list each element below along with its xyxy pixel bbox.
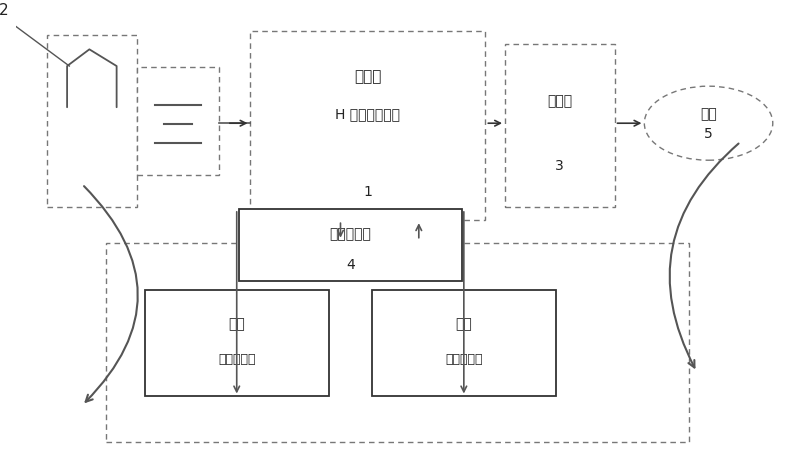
Text: 1: 1 bbox=[363, 185, 372, 199]
Text: 并网控制器: 并网控制器 bbox=[330, 227, 371, 241]
Bar bbox=[505, 44, 614, 207]
Text: 阶梯调制法: 阶梯调制法 bbox=[218, 353, 255, 366]
Bar bbox=[47, 35, 137, 207]
Circle shape bbox=[644, 86, 773, 160]
Bar bbox=[106, 243, 689, 442]
Text: 混合型: 混合型 bbox=[354, 69, 382, 83]
Bar bbox=[238, 209, 462, 281]
Text: 5: 5 bbox=[704, 127, 713, 142]
Text: 脉宽调制法: 脉宽调制法 bbox=[445, 353, 482, 366]
Text: 载波: 载波 bbox=[455, 317, 472, 331]
Text: 2: 2 bbox=[0, 3, 9, 18]
Text: 滤波器: 滤波器 bbox=[547, 94, 572, 108]
Bar bbox=[250, 30, 486, 220]
Text: 3: 3 bbox=[555, 159, 564, 173]
Text: 电网: 电网 bbox=[700, 107, 717, 121]
Bar bbox=[145, 290, 329, 396]
Text: 4: 4 bbox=[346, 258, 354, 272]
Text: 电压: 电压 bbox=[228, 317, 245, 331]
Bar bbox=[137, 67, 219, 175]
Text: H 桥级联逆变器: H 桥级联逆变器 bbox=[335, 107, 401, 121]
Bar bbox=[372, 290, 556, 396]
